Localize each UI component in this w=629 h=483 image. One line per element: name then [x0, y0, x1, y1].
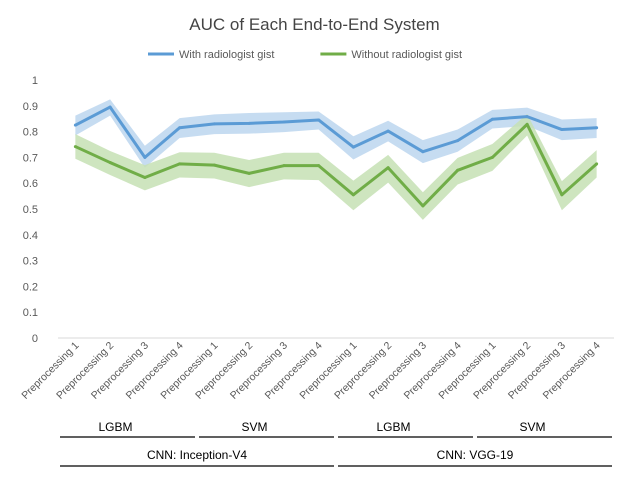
- data-point-1: [595, 126, 599, 130]
- category-groups: LGBM SVM LGBM SVM CNN: Inception-V4 CNN: VGG-…: [60, 420, 612, 467]
- data-point-1: [73, 123, 77, 127]
- data-point-2: [560, 193, 564, 197]
- data-point-2: [456, 168, 460, 172]
- series-lines: [73, 105, 599, 208]
- data-point-1: [490, 117, 494, 121]
- y-tick-label: 1: [32, 75, 38, 87]
- series-line-2: [74, 122, 598, 208]
- data-point-2: [595, 162, 599, 166]
- data-point-2: [386, 166, 390, 170]
- data-point-2: [212, 163, 216, 167]
- y-tick-label: 0.5: [23, 204, 38, 216]
- y-tick-label: 0.6: [23, 178, 38, 190]
- data-point-2: [351, 193, 355, 197]
- data-point-2: [317, 164, 321, 168]
- group-label-classifier: LGBM: [98, 420, 132, 434]
- legend-label-1: With radiologist gist: [179, 49, 274, 61]
- data-point-2: [108, 161, 112, 165]
- legend: With radiologist gist Without radiologist…: [148, 49, 462, 61]
- data-point-2: [143, 176, 147, 180]
- group-label-classifier: SVM: [241, 420, 267, 434]
- data-point-1: [386, 129, 390, 133]
- y-tick-label: 0.3: [23, 256, 38, 268]
- data-point-2: [247, 171, 251, 175]
- data-point-1: [108, 105, 112, 109]
- series-line-1: [74, 105, 597, 159]
- y-tick-label: 0.1: [23, 307, 38, 319]
- y-tick-label: 0.2: [23, 281, 38, 293]
- data-point-1: [560, 128, 564, 132]
- data-point-1: [247, 121, 251, 125]
- group-label-classifier: LGBM: [376, 420, 410, 434]
- data-point-1: [351, 145, 355, 149]
- y-axis: 0 0.1 0.2 0.3 0.4 0.5 0.6 0.7 0.8 0.9 1: [23, 75, 38, 345]
- y-tick-label: 0.8: [23, 127, 38, 139]
- data-point-1: [456, 139, 460, 143]
- data-point-1: [421, 150, 425, 154]
- chart-title: AUC of Each End-to-End System: [189, 15, 439, 34]
- legend-label-2: Without radiologist gist: [351, 49, 462, 61]
- data-point-2: [490, 155, 494, 159]
- group-label-cnn: CNN: VGG-19: [437, 448, 514, 462]
- y-tick-label: 0.7: [23, 152, 38, 164]
- data-point-1: [317, 118, 321, 122]
- y-tick-label: 0: [32, 333, 38, 345]
- data-point-1: [212, 122, 216, 126]
- group-label-classifier: SVM: [519, 420, 545, 434]
- data-point-1: [282, 120, 286, 124]
- data-point-2: [421, 204, 425, 208]
- data-point-2: [282, 164, 286, 168]
- data-point-1: [178, 126, 182, 130]
- confidence-band-2: [75, 114, 597, 220]
- data-point-2: [73, 145, 77, 149]
- x-tick-label: Preprocessing 1: [19, 340, 81, 402]
- data-point-1: [525, 115, 529, 119]
- data-point-2: [178, 162, 182, 166]
- group-label-cnn: CNN: Inception-V4: [147, 448, 247, 462]
- data-point-1: [143, 155, 147, 159]
- y-tick-label: 0.9: [23, 101, 38, 113]
- data-point-2: [525, 122, 529, 126]
- y-tick-label: 0.4: [23, 230, 38, 242]
